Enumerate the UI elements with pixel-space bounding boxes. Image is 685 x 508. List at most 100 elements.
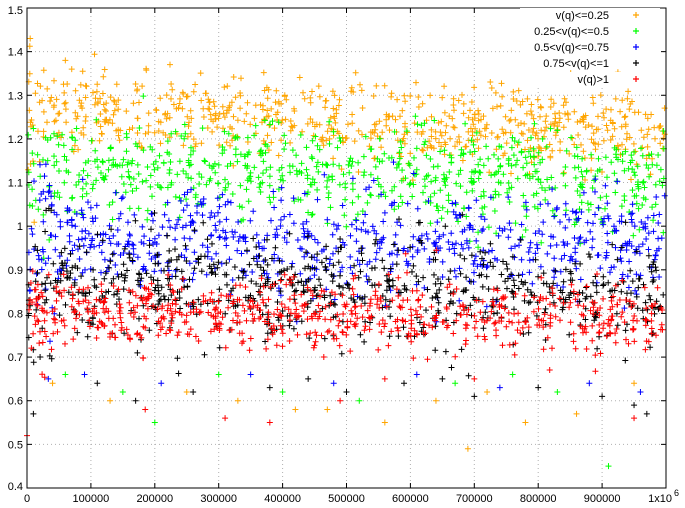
data-point — [132, 397, 139, 404]
data-point — [484, 389, 491, 395]
data-point — [509, 371, 516, 378]
legend-entry-label: v(q)<=0.25 — [556, 10, 609, 22]
data-point — [222, 415, 229, 422]
data-point — [68, 66, 75, 73]
legend-entry-marker — [633, 44, 639, 50]
legend-entry-marker — [633, 28, 639, 34]
legend-entry-label: 0.5<v(q)<=0.75 — [534, 42, 609, 54]
y-tick-label: 0.7 — [8, 352, 23, 364]
x-exponent-label: 6 — [674, 488, 679, 498]
legend: v(q)<=0.25 0.25<v(q)<=0.5 0.5<v(q)<=0.75 0.… — [520, 8, 660, 86]
series-4-points — [24, 247, 666, 439]
data-point — [554, 389, 561, 395]
legend-entry-bg — [520, 72, 660, 85]
x-tick-label: 400000 — [264, 493, 301, 505]
data-point — [234, 397, 241, 404]
series-2-points — [25, 159, 668, 395]
x-tick-label: 1x10 — [648, 493, 672, 505]
legend-entry-label: 0.25<v(q)<=0.5 — [534, 26, 609, 38]
data-point — [151, 419, 158, 426]
data-point — [279, 389, 286, 395]
x-tick-label: 500000 — [328, 493, 365, 505]
y-tick-label: 1 — [17, 221, 23, 233]
data-point — [631, 380, 638, 387]
x-tick-label: 600000 — [392, 493, 429, 505]
data-point — [522, 419, 529, 426]
data-point — [381, 375, 388, 382]
data-point — [599, 393, 606, 400]
legend-entry-bg — [520, 24, 660, 37]
legend-entry-bg — [520, 40, 660, 53]
data-point — [266, 384, 273, 391]
x-tick-label: 900000 — [584, 493, 621, 505]
series-3-points — [25, 205, 667, 417]
y-tick-label: 1.2 — [8, 134, 23, 146]
legend-entry-marker — [633, 12, 639, 18]
data-point — [471, 375, 478, 382]
legend-entry-label: v(q)>1 — [578, 74, 610, 86]
x-tick-label: 700000 — [456, 493, 493, 505]
x-tick-label: 200000 — [136, 493, 173, 505]
data-point — [605, 463, 612, 470]
data-point — [356, 397, 363, 404]
data-point — [337, 397, 344, 404]
data-point — [81, 371, 88, 378]
legend-entry-bg — [520, 56, 660, 69]
data-point — [49, 380, 56, 387]
x-tick-label: 800000 — [520, 493, 557, 505]
y-tick-label: 1.4 — [8, 47, 23, 59]
data-point — [343, 389, 350, 395]
data-point — [496, 384, 503, 391]
data-point — [142, 406, 149, 413]
y-tick-label: 1.5 — [8, 5, 23, 17]
y-tick-labels: 0.4 0.5 0.6 0.7 0.8 0.9 1 1.1 1.2 1.3 1.4 1.5 — [8, 5, 23, 493]
data-point — [631, 402, 638, 409]
data-point — [62, 371, 69, 378]
data-point — [27, 35, 34, 42]
data-point — [643, 410, 650, 417]
legend-entry-marker — [633, 76, 639, 82]
data-point — [324, 406, 331, 413]
y-tick-label: 0.6 — [8, 396, 23, 408]
data-point — [535, 384, 542, 391]
data-point — [190, 389, 197, 395]
series-4-cloud — [26, 247, 666, 381]
data-point — [107, 397, 114, 404]
y-tick-label: 0.8 — [8, 308, 23, 320]
data-point — [637, 389, 644, 395]
legend-entry-bg — [520, 8, 660, 21]
data-point — [183, 389, 190, 395]
legend-entry-marker — [633, 60, 639, 66]
series-0-points — [25, 35, 668, 452]
data-point — [62, 57, 69, 64]
data-point — [573, 410, 580, 417]
legend-entry-label: 0.75<v(q)<=1 — [543, 58, 609, 70]
data-point — [247, 371, 254, 378]
y-tick-label: 1.3 — [8, 90, 23, 102]
y-tick-label: 0.9 — [8, 265, 23, 277]
data-point — [119, 389, 126, 395]
x-tick-label: 0 — [24, 493, 30, 505]
series-0-cloud — [25, 43, 668, 226]
series-1-points — [25, 93, 667, 470]
data-point — [631, 415, 638, 422]
data-point — [413, 371, 420, 378]
data-point — [215, 371, 222, 378]
y-tick-label: 1.1 — [8, 178, 23, 190]
y-tick-label: 0.5 — [8, 439, 23, 451]
data-point — [586, 380, 593, 387]
data-point — [464, 445, 471, 452]
data-point — [381, 419, 388, 426]
axis-ticks — [26, 7, 667, 489]
x-tick-label: 300000 — [200, 493, 237, 505]
series-3-cloud — [25, 205, 667, 379]
data-point — [158, 380, 165, 387]
series-2-cloud — [25, 159, 668, 382]
data-point — [330, 380, 337, 387]
y-tick-label: 0.4 — [8, 481, 23, 493]
data-point — [432, 397, 439, 404]
x-tick-labels: 0 100000 200000 300000 400000 500000 600000 700… — [24, 493, 672, 505]
data-point — [292, 406, 299, 413]
data-points — [24, 35, 668, 470]
